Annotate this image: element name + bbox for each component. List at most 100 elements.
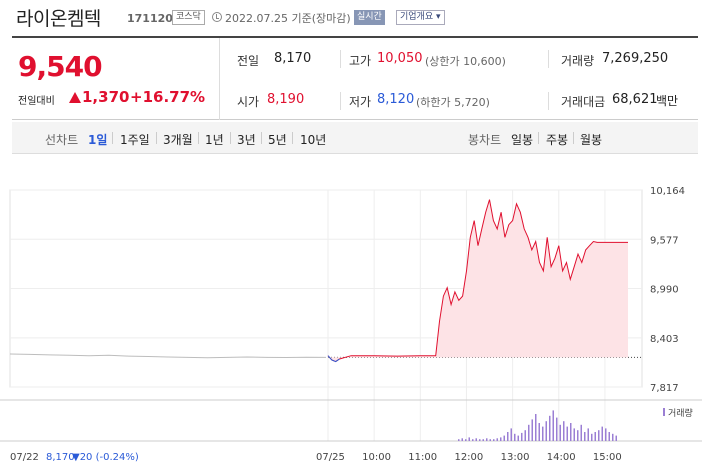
y-tick-label: 9,577 [650, 235, 679, 246]
tab-monthly[interactable]: 월봉 [580, 133, 603, 147]
tab-3month[interactable]: 3개월 [163, 133, 193, 147]
volume-bar [598, 430, 600, 441]
x-tick-label: 07/25 [316, 452, 345, 463]
volume-bar [507, 432, 509, 441]
volume-bar [545, 421, 547, 441]
tab-daily[interactable]: 일봉 [511, 133, 534, 147]
tab-1day[interactable]: 1일 [88, 133, 108, 147]
tab-3year[interactable]: 3년 [237, 133, 256, 147]
volume-bar [482, 439, 484, 441]
volume-bar [510, 428, 512, 441]
tab-separator [112, 132, 113, 144]
volume-legend-label: 거래량 [668, 407, 693, 419]
volume-cell: 거래량 7,269,250 [544, 38, 698, 79]
volume-bar [615, 435, 617, 441]
tab-separator [230, 132, 231, 144]
tab-1week[interactable]: 1주일 [120, 133, 150, 147]
volume-bar [556, 417, 558, 441]
volume-bar [500, 437, 502, 441]
price-cell: 9,540 전일대비 1,370 +16.77% [12, 38, 220, 120]
volume-bar [566, 426, 568, 441]
tab-10year[interactable]: 10년 [300, 133, 327, 147]
volume-bar [601, 426, 603, 441]
change-rate: +16.77% [130, 88, 206, 106]
date-text: 2022.07.25 기준(장마감) [225, 12, 351, 25]
volume-bar [573, 428, 575, 441]
prev-label: 전일 [237, 54, 260, 68]
clock-icon [212, 12, 222, 22]
x-tick-label: 13:00 [501, 452, 530, 463]
volume-bar [577, 430, 579, 441]
low-value: 8,120 [377, 92, 415, 107]
prev-day-change: ▼20 (-0.24%) [72, 452, 139, 463]
open-value: 8,190 [267, 92, 305, 107]
volume-legend-swatch [663, 408, 665, 416]
current-price: 9,540 [18, 50, 103, 83]
volume-bar [580, 424, 582, 441]
prev-day-label: 07/22 [10, 452, 39, 463]
candle-chart-label: 봉차트 [468, 133, 502, 147]
volume-bar [458, 439, 460, 441]
divider [548, 92, 549, 110]
lower-limit: (하한가 5,720) [416, 96, 490, 109]
volume-bar [468, 437, 470, 441]
open-label: 시가 [237, 95, 260, 109]
volume-bar [531, 419, 533, 441]
upper-limit: (상한가 10,600) [425, 55, 506, 68]
volume-bar [524, 430, 526, 441]
prev-day-line [9, 353, 327, 359]
volume-bar [608, 432, 610, 441]
market-badge: 코스닥 [172, 10, 205, 25]
stock-code: 171120 [127, 12, 173, 25]
tab-separator [292, 132, 293, 144]
divider [340, 92, 341, 110]
amount-value: 68,621 [612, 92, 658, 107]
volume-bar [486, 438, 488, 441]
volume-bar [535, 414, 537, 441]
volume-bar [503, 435, 505, 441]
volume-bar [559, 424, 561, 441]
volume-bar [591, 433, 593, 441]
prev-day-price: 8,170 [46, 452, 75, 463]
stock-header: 라이온켐텍 171120 코스닥 2022.07.25 기준(장마감) 실시간 … [0, 0, 702, 34]
volume-label: 거래량 [561, 54, 595, 68]
tab-5year[interactable]: 5년 [268, 133, 287, 147]
volume-bar [570, 423, 572, 441]
volume-bar [514, 433, 516, 441]
x-tick-label: 11:00 [408, 452, 437, 463]
volume-bar [563, 421, 565, 441]
stock-name: 라이온켐텍 [16, 8, 101, 30]
tab-separator [573, 132, 574, 144]
volume-bar [475, 438, 477, 441]
amount-unit: 백만 [656, 94, 679, 108]
volume-bar [528, 424, 530, 441]
open-cell: 시가 8,190 [220, 79, 340, 120]
quote-box: 9,540 전일대비 1,370 +16.77% 전일 8,170 고가 10,… [12, 36, 698, 120]
up-triangle-icon [69, 92, 81, 103]
volume-bar [587, 428, 589, 441]
volume-bar [489, 439, 491, 441]
intraday-chart: 10,164 9,577 8,990 8,403 7,817 07/25 10:00 11:0… [0, 186, 702, 463]
price-line-down [327, 355, 340, 363]
realtime-button[interactable]: 실시간 [354, 10, 385, 25]
volume-bar [472, 439, 474, 441]
up-area-fill [328, 199, 628, 362]
low-cell: 저가 8,120 (하한가 5,720) [332, 79, 562, 120]
line-chart-label: 선차트 [45, 133, 79, 147]
volume-bar [552, 410, 554, 441]
company-info-button[interactable]: 기업개요 ▾ [396, 10, 445, 25]
low-label: 저가 [349, 95, 372, 109]
x-tick-label: 12:00 [454, 452, 483, 463]
tab-weekly[interactable]: 주봉 [546, 133, 569, 147]
chart-tabbar: 선차트 1일 1주일 3개월 1년 3년 5년 10년 봉차트 일봉 주봉 월봉 [12, 122, 698, 154]
volume-bar [538, 423, 540, 441]
price-line [327, 199, 628, 363]
tab-separator [198, 132, 199, 144]
tab-1year[interactable]: 1년 [205, 133, 224, 147]
volume-bar [479, 439, 481, 441]
divider [548, 50, 549, 68]
volume-bar [549, 415, 551, 441]
high-cell: 고가 10,050 (상한가 10,600) [332, 38, 562, 79]
volume-bar [496, 438, 498, 441]
y-tick-label: 8,990 [650, 285, 679, 296]
